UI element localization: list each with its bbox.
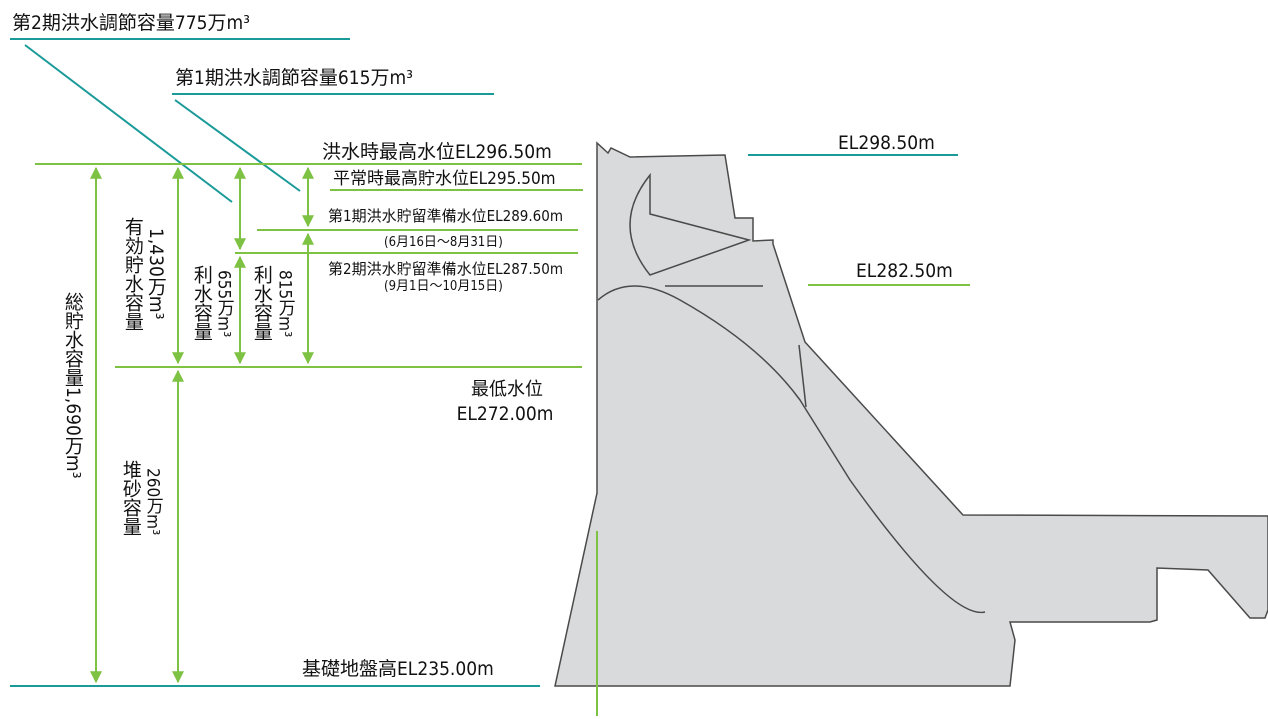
label-sediment-value: 260万m³ [142, 468, 163, 536]
dam-body [554, 141, 1268, 687]
label-normal-max-level: 平常時最高貯水位EL295.50m [333, 169, 556, 189]
label-crest-el: EL298.50m [838, 132, 935, 154]
leader-diagonal-flood-1 [174, 99, 301, 192]
label-reserve-period-1: (6月16日～8月31日) [384, 235, 503, 250]
label-utility-2-title: 利水容量 [250, 265, 273, 341]
label-flood-max-level: 洪水時最高水位EL296.50m [322, 141, 552, 163]
label-sediment-title: 堆砂容量 [119, 460, 142, 536]
leader-diagonal-flood-2 [24, 44, 233, 203]
label-utility-2-value: 815万m³ [274, 270, 295, 338]
dam-inner-curve [597, 285, 986, 614]
label-utility-1-value: 655万m³ [213, 270, 234, 338]
label-foundation-level: 基礎地盤高EL235.00m [302, 658, 494, 680]
label-reserve-period-2: (9月1日～10月15日) [384, 279, 503, 294]
label-effective-storage-value: 1,430万m³ [144, 228, 167, 320]
label-utility-1-title: 利水容量 [190, 265, 213, 341]
label-reserve-level-2: 第2期洪水貯留準備水位EL287.50m [328, 260, 563, 278]
label-min-level-value: EL272.00m [456, 403, 554, 425]
label-gallery-el: EL282.50m [856, 260, 953, 282]
label-flood-capacity-1: 第1期洪水調節容量615万m³ [175, 67, 413, 89]
label-min-level-title: 最低水位 [471, 379, 543, 400]
radial-gate [629, 172, 752, 276]
label-total-storage: 総貯水容量1,690万m³ [61, 292, 84, 479]
dam-inner-edge [798, 344, 807, 408]
label-reserve-level-1: 第1期洪水貯留準備水位EL289.60m [328, 207, 563, 225]
label-flood-capacity-2: 第2期洪水調節容量775万m³ [12, 12, 250, 34]
label-effective-storage-title: 有効貯水容量 [121, 217, 144, 331]
